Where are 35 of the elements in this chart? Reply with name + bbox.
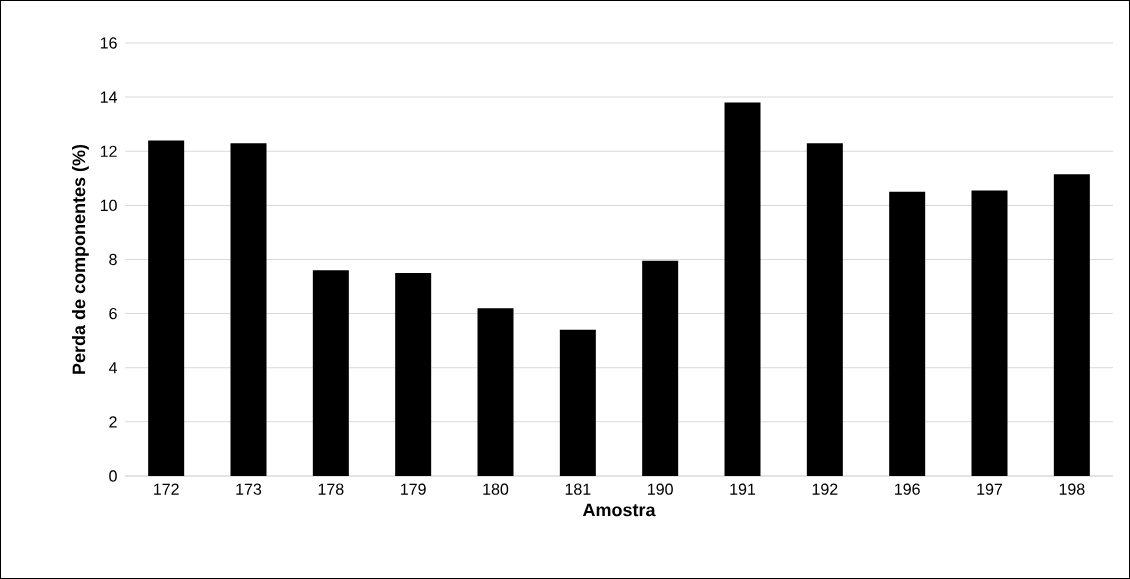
x-tick-label: 179 bbox=[401, 483, 426, 495]
y-tick-label: 12 bbox=[100, 145, 117, 157]
x-tick-label: 172 bbox=[154, 483, 179, 495]
x-tick-label: 180 bbox=[483, 483, 509, 495]
bar bbox=[230, 143, 267, 476]
y-tick-label: 0 bbox=[109, 470, 117, 482]
y-tick-label: 4 bbox=[108, 362, 117, 374]
x-tick-label: 181 bbox=[565, 483, 591, 495]
x-tick-label: 198 bbox=[1059, 483, 1085, 495]
bar bbox=[148, 140, 185, 476]
y-tick-label: 16 bbox=[100, 37, 117, 49]
x-tick-label: 196 bbox=[895, 483, 920, 495]
bar bbox=[971, 190, 1008, 476]
bar bbox=[395, 273, 432, 476]
y-tick-label: 14 bbox=[100, 91, 117, 103]
x-tick-label: 192 bbox=[812, 483, 838, 495]
bar bbox=[806, 143, 843, 476]
y-axis-title: Perda de componentes (%) bbox=[72, 144, 89, 374]
x-tick-label: 191 bbox=[730, 483, 756, 495]
bar bbox=[889, 191, 926, 476]
bar bbox=[312, 270, 349, 476]
x-tick-label: 173 bbox=[236, 483, 262, 495]
x-tick-label: 190 bbox=[648, 483, 673, 495]
y-tick-label: 8 bbox=[109, 253, 117, 266]
x-tick-label: 178 bbox=[318, 483, 344, 495]
bar bbox=[477, 308, 514, 476]
y-tick-label: 2 bbox=[109, 416, 117, 428]
bar bbox=[559, 329, 596, 476]
x-tick-label: 197 bbox=[977, 483, 1003, 495]
x-axis-title: Amostra bbox=[582, 503, 656, 517]
y-tick-label: 10 bbox=[100, 199, 117, 212]
y-tick-label: 6 bbox=[109, 307, 117, 320]
bar bbox=[724, 102, 761, 476]
bar bbox=[1053, 174, 1090, 476]
bar bbox=[642, 260, 679, 476]
